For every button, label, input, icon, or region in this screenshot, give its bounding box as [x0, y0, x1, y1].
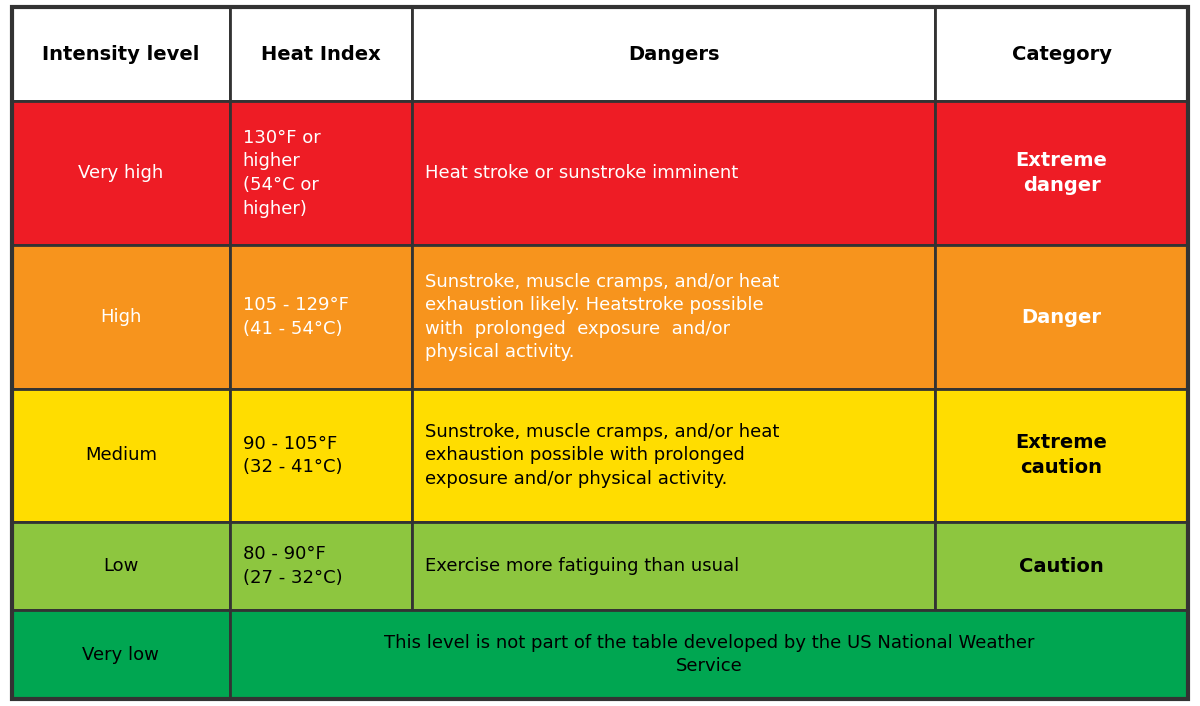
- Text: Medium: Medium: [85, 446, 157, 465]
- Text: Very high: Very high: [78, 164, 163, 182]
- Text: High: High: [100, 308, 142, 326]
- Text: Heat Index: Heat Index: [260, 44, 380, 64]
- Bar: [229, 245, 412, 389]
- Bar: [229, 389, 412, 522]
- Bar: [935, 7, 1188, 101]
- Bar: [229, 101, 412, 245]
- Bar: [412, 245, 935, 389]
- Text: Extreme
danger: Extreme danger: [1015, 151, 1108, 195]
- Text: Extreme
caution: Extreme caution: [1015, 433, 1108, 477]
- Text: 105 - 129°F
(41 - 54°C): 105 - 129°F (41 - 54°C): [242, 297, 349, 338]
- Bar: [12, 7, 229, 101]
- Text: This level is not part of the table developed by the US National Weather
Service: This level is not part of the table deve…: [384, 634, 1034, 676]
- Bar: [935, 101, 1188, 245]
- Bar: [229, 7, 412, 101]
- Bar: [229, 522, 412, 611]
- Bar: [12, 389, 229, 522]
- Text: Sunstroke, muscle cramps, and/or heat
exhaustion possible with prolonged
exposur: Sunstroke, muscle cramps, and/or heat ex…: [425, 423, 780, 488]
- Bar: [412, 389, 935, 522]
- Bar: [229, 611, 1188, 699]
- Bar: [412, 101, 935, 245]
- Text: 80 - 90°F
(27 - 32°C): 80 - 90°F (27 - 32°C): [242, 545, 342, 587]
- Text: Caution: Caution: [1019, 556, 1104, 575]
- Text: Low: Low: [103, 557, 138, 575]
- Text: 130°F or
higher
(54°C or
higher): 130°F or higher (54°C or higher): [242, 128, 320, 217]
- Bar: [12, 611, 229, 699]
- Bar: [935, 522, 1188, 611]
- Text: 90 - 105°F
(32 - 41°C): 90 - 105°F (32 - 41°C): [242, 435, 342, 477]
- Bar: [412, 522, 935, 611]
- Text: Dangers: Dangers: [628, 44, 719, 64]
- Text: Very low: Very low: [83, 646, 160, 664]
- Text: Category: Category: [1012, 44, 1111, 64]
- Bar: [12, 245, 229, 389]
- Bar: [12, 101, 229, 245]
- Text: Danger: Danger: [1021, 308, 1102, 326]
- Bar: [935, 245, 1188, 389]
- Bar: [412, 7, 935, 101]
- Text: Intensity level: Intensity level: [42, 44, 199, 64]
- Text: Exercise more fatiguing than usual: Exercise more fatiguing than usual: [425, 557, 739, 575]
- Bar: [935, 389, 1188, 522]
- Bar: [12, 522, 229, 611]
- Text: Sunstroke, muscle cramps, and/or heat
exhaustion likely. Heatstroke possible
wit: Sunstroke, muscle cramps, and/or heat ex…: [425, 273, 780, 361]
- Text: Heat stroke or sunstroke imminent: Heat stroke or sunstroke imminent: [425, 164, 738, 182]
